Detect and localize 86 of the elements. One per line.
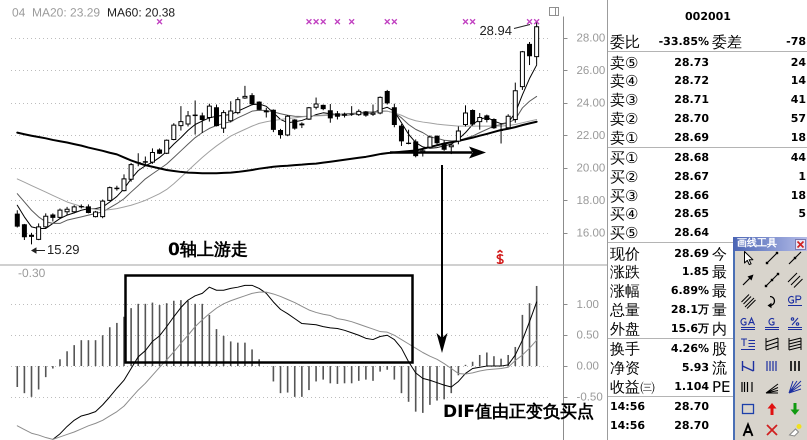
text: 14:56 28.70	[610, 400, 709, 414]
text: 卖③ 28.71 41	[610, 91, 806, 110]
y-tick-label: 18.00	[576, 194, 606, 207]
candlestick	[171, 122, 176, 141]
candlestick	[235, 96, 240, 115]
text: 涨跌 1.85 最	[610, 263, 727, 282]
candlestick	[477, 112, 482, 130]
candlestick	[192, 100, 198, 136]
candlestick	[292, 118, 298, 130]
annotation: -0.30	[18, 266, 46, 280]
y-tick-label: 28.00	[576, 32, 606, 44]
text: 002001	[684, 9, 732, 25]
candlestick	[22, 223, 27, 240]
text: 买⑤ 28.64	[610, 224, 709, 242]
candlestick	[206, 103, 212, 122]
text: 卖⑤ 28.73 24	[610, 54, 806, 72]
candlestick	[378, 96, 383, 115]
text: 现价 28.69 今	[610, 244, 727, 263]
candlestick	[370, 104, 376, 116]
text: 涨幅 6.89% 最	[610, 282, 727, 300]
candlestick	[107, 186, 112, 202]
text: 净资 5.93 流	[610, 358, 727, 377]
candlestick	[29, 232, 34, 245]
candlestick	[164, 138, 170, 155]
candlestick	[406, 129, 412, 145]
candlestick	[278, 128, 284, 140]
text: 买① 28.68 44	[610, 149, 806, 168]
candlestick	[314, 97, 319, 110]
annotation: 0轴上游走	[168, 240, 248, 260]
y-tick-label: 0.00	[576, 360, 599, 373]
candlestick	[264, 107, 269, 118]
y-tick-label: 26.00	[576, 64, 606, 77]
candlestick	[392, 103, 397, 128]
y-tick-label: 1.00	[576, 298, 599, 311]
text: 换手 4.26% 股	[610, 340, 727, 358]
annotation: 28.94	[479, 23, 512, 38]
candlestick	[442, 140, 447, 152]
annotation: 15.29	[47, 242, 80, 257]
text: 买④ 28.65 5	[610, 205, 806, 224]
text: 收益㈢ 1.104 PE	[610, 378, 731, 396]
candlestick	[250, 92, 255, 106]
candlestick	[57, 208, 62, 220]
candlestick	[186, 110, 191, 127]
text: 画线工具	[737, 238, 777, 249]
candlestick	[427, 134, 432, 149]
candlestick	[470, 108, 476, 126]
candlestick	[242, 85, 248, 100]
text: 卖④ 28.72 14	[610, 72, 806, 90]
annotation: DIF值由正变负买点	[443, 402, 594, 422]
candlestick	[270, 108, 276, 133]
text: 买③ 28.66 18	[610, 186, 806, 205]
text: 卖① 28.69 18	[610, 128, 806, 146]
candlestick	[285, 114, 290, 137]
annotation: MA20: 23.29	[32, 6, 100, 20]
candlestick	[200, 112, 205, 134]
y-tick-label: 22.00	[576, 130, 606, 142]
text: 卖② 28.70 57	[610, 110, 806, 128]
candlestick	[214, 104, 219, 127]
candlestick	[491, 118, 496, 130]
candlestick	[384, 89, 390, 106]
candlestick	[398, 124, 404, 146]
candlestick	[178, 106, 184, 132]
text: 14:56 28.70	[610, 419, 709, 432]
candlestick	[150, 148, 155, 164]
candlestick	[121, 174, 126, 192]
y-tick-label: 16.00	[576, 227, 606, 240]
candlestick	[221, 110, 226, 134]
annotation: MA60: 20.38	[107, 6, 176, 20]
text: 外盘 15.6万 内	[610, 320, 727, 338]
candlestick	[136, 152, 141, 167]
candlestick	[14, 210, 20, 228]
candlestick	[462, 104, 468, 127]
candlestick	[100, 199, 106, 219]
y-tick-label: 0.50	[576, 330, 599, 342]
y-tick-label: 20.00	[576, 162, 606, 174]
candlestick	[456, 126, 461, 145]
candlestick	[328, 104, 333, 124]
candlestick	[228, 100, 234, 123]
annotation: 04	[12, 6, 26, 20]
y-tick-label: 24.00	[576, 97, 606, 110]
candlestick	[527, 41, 532, 66]
y-tick-label: -0.50	[576, 391, 603, 404]
text: 总量 28.1万 量	[610, 300, 727, 319]
text: 买② 28.67 1	[610, 168, 806, 186]
text: 委比 -33.85% 委差 -78	[610, 33, 806, 51]
candlestick	[306, 106, 312, 120]
